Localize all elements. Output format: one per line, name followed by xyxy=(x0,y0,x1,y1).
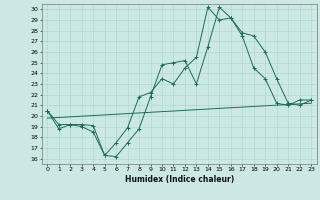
X-axis label: Humidex (Indice chaleur): Humidex (Indice chaleur) xyxy=(124,175,234,184)
